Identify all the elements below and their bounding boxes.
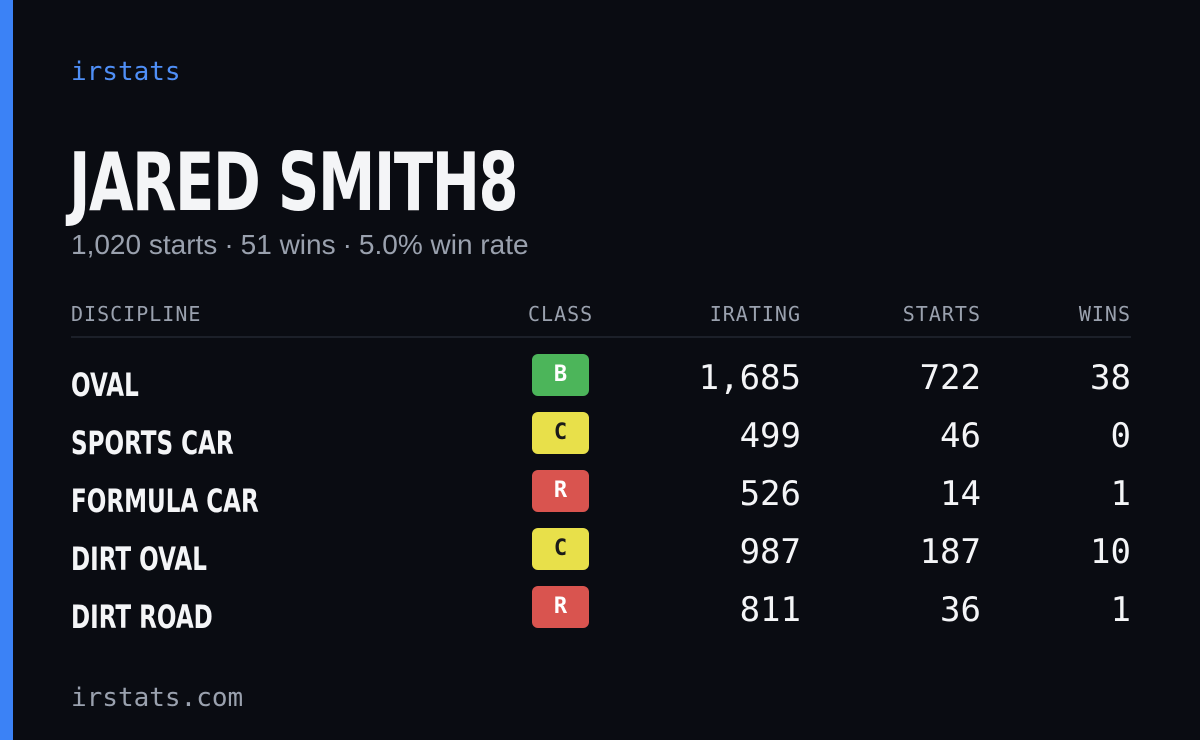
table-row: DIRT OVAL C 987 187 10: [71, 528, 1131, 586]
header-irating: IRATING: [709, 302, 801, 326]
header-wins: WINS: [1078, 302, 1131, 326]
discipline-table: DISCIPLINE CLASS IRATING STARTS WINS OVA…: [71, 298, 1131, 644]
table-row: OVAL B 1,685 722 38: [71, 354, 1131, 412]
table-body: OVAL B 1,685 722 38 SPORTS CAR C 499 46 …: [71, 354, 1131, 644]
starts-value: 722: [919, 358, 981, 398]
summary-win-rate: 5.0% win rate: [358, 229, 529, 260]
accent-bar: [0, 0, 13, 740]
discipline-name: SPORTS CAR: [71, 424, 234, 462]
header-discipline: DISCIPLINE: [71, 302, 202, 326]
wins-value: 1: [1110, 590, 1131, 630]
starts-value: 187: [919, 532, 981, 572]
summary-wins: 51 wins: [240, 229, 336, 260]
table-header: DISCIPLINE CLASS IRATING STARTS WINS: [71, 298, 1131, 338]
license-class-badge: C: [532, 412, 589, 454]
header-starts: STARTS: [902, 302, 981, 326]
driver-summary: 1,020 starts · 51 wins · 5.0% win rate: [71, 228, 529, 262]
discipline-name: DIRT ROAD: [71, 598, 213, 636]
table-row: DIRT ROAD R 811 36 1: [71, 586, 1131, 644]
wins-value: 0: [1110, 416, 1131, 456]
wins-value: 10: [1090, 532, 1131, 572]
summary-starts: 1,020 starts: [71, 229, 218, 260]
footer-url[interactable]: irstats.com: [71, 683, 244, 713]
license-class-badge: B: [532, 354, 589, 396]
discipline-name: DIRT OVAL: [71, 540, 207, 578]
driver-name: JARED SMITH8: [69, 136, 519, 229]
license-class-badge: R: [532, 586, 589, 628]
license-class-badge: R: [532, 470, 589, 512]
header-class: CLASS: [528, 302, 594, 326]
starts-value: 14: [940, 474, 981, 514]
table-row: FORMULA CAR R 526 14 1: [71, 470, 1131, 528]
summary-separator: ·: [224, 229, 234, 260]
table-row: SPORTS CAR C 499 46 0: [71, 412, 1131, 470]
irating-value: 811: [739, 590, 801, 630]
brand-logo: irstats: [71, 57, 181, 87]
discipline-name: FORMULA CAR: [71, 482, 259, 520]
irating-value: 1,685: [698, 358, 801, 398]
irating-value: 526: [739, 474, 801, 514]
license-class-badge: C: [532, 528, 589, 570]
starts-value: 36: [940, 590, 981, 630]
summary-separator: ·: [342, 229, 352, 260]
discipline-name: OVAL: [71, 366, 139, 404]
wins-value: 38: [1090, 358, 1131, 398]
starts-value: 46: [940, 416, 981, 456]
wins-value: 1: [1110, 474, 1131, 514]
irating-value: 499: [739, 416, 801, 456]
irating-value: 987: [739, 532, 801, 572]
